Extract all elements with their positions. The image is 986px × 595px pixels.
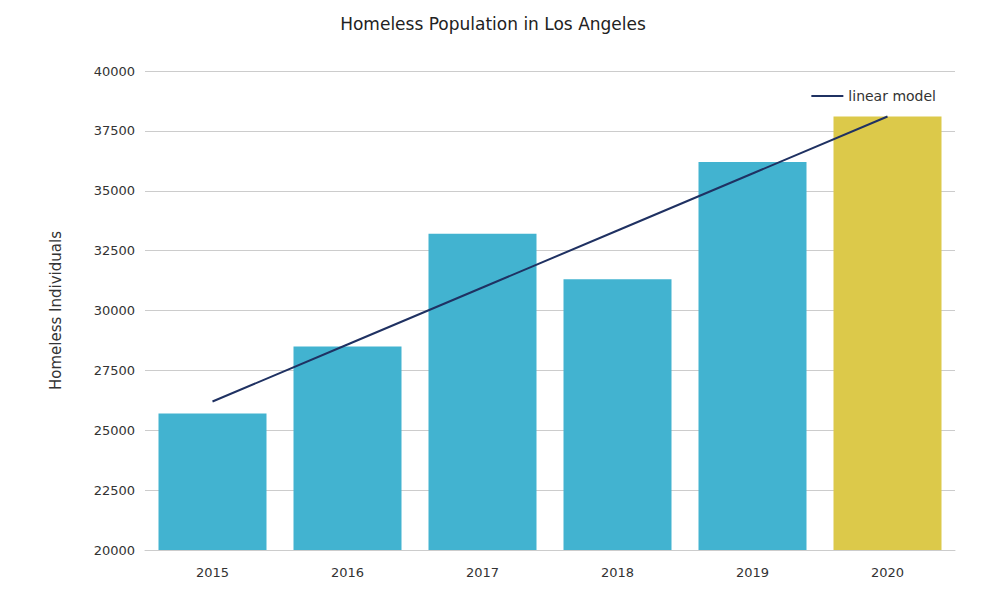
svg-text:linear model: linear model	[848, 88, 936, 104]
svg-text:25000: 25000	[94, 423, 135, 438]
svg-text:32500: 32500	[94, 243, 135, 258]
svg-text:Homeless Population in Los Ang: Homeless Population in Los Angeles	[340, 14, 646, 34]
svg-text:35000: 35000	[94, 183, 135, 198]
svg-text:Homeless Individuals: Homeless Individuals	[47, 231, 65, 390]
svg-text:2015: 2015	[196, 565, 229, 580]
svg-text:2019: 2019	[736, 565, 769, 580]
svg-text:2017: 2017	[466, 565, 499, 580]
svg-text:2020: 2020	[871, 565, 904, 580]
svg-text:37500: 37500	[94, 123, 135, 138]
svg-text:20000: 20000	[94, 543, 135, 558]
svg-text:2016: 2016	[331, 565, 364, 580]
svg-text:40000: 40000	[94, 64, 135, 79]
svg-text:30000: 30000	[94, 303, 135, 318]
svg-text:2018: 2018	[601, 565, 634, 580]
svg-text:22500: 22500	[94, 483, 135, 498]
svg-text:27500: 27500	[94, 363, 135, 378]
